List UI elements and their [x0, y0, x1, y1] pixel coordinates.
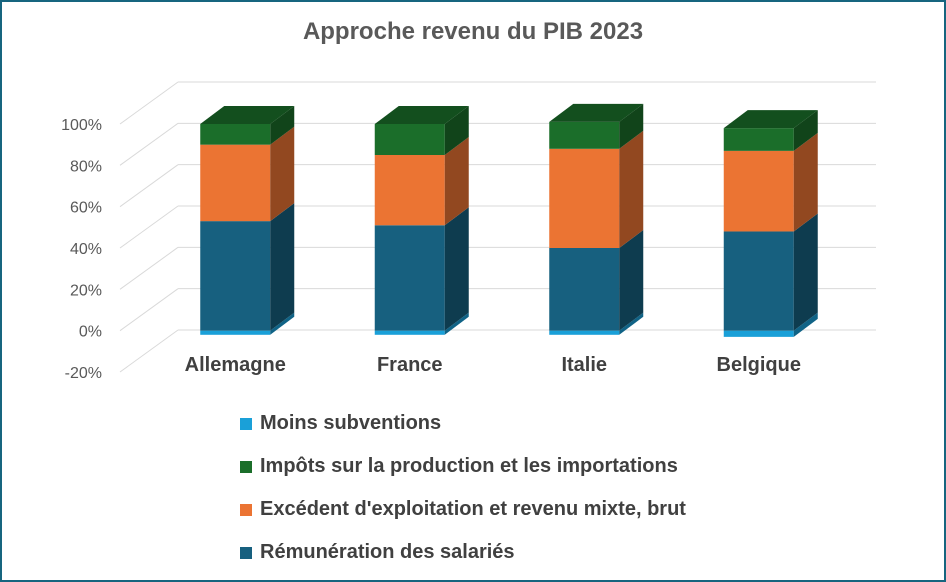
legend-item: Moins subventions: [240, 402, 686, 445]
bar-segment: [374, 330, 445, 335]
x-axis-ticks: Allemagne France Italie Belgique: [185, 354, 801, 376]
legend-label: Impôts sur la production et les importat…: [260, 455, 678, 477]
x-tick-label: Italie: [561, 354, 607, 376]
legend-label: Excédent d'exploitation et revenu mixte,…: [260, 498, 686, 520]
legend-swatch: [240, 460, 252, 473]
gridline-diagonal: [119, 81, 179, 125]
gridline-diagonal: [119, 288, 179, 332]
bar-segment-side: [793, 132, 818, 232]
bar-segment: [549, 330, 620, 335]
y-tick-label: 40%: [70, 241, 102, 258]
bar-segment-side: [270, 203, 295, 331]
bar-top: [723, 110, 818, 129]
bar-segment-side: [270, 312, 295, 335]
bar-segment-side: [270, 126, 295, 222]
bar-segment: [374, 124, 445, 155]
x-tick-label: France: [377, 354, 443, 376]
bar-segment-side: [619, 312, 644, 335]
bar-stack: [374, 106, 469, 335]
bar-segment-side: [793, 110, 818, 151]
bar-segment: [723, 150, 794, 232]
bar-segment-side: [793, 213, 818, 331]
legend-item: Impôts sur la production et les importat…: [240, 445, 686, 488]
bar-stack: [549, 103, 644, 335]
bar-segment-side: [444, 312, 469, 335]
x-tick-label: Belgique: [717, 354, 801, 376]
bar-segment-side: [619, 130, 644, 248]
y-tick-label: 100%: [61, 117, 102, 134]
chart-plot-area: -20% 0% 20% 40% 60% 80% 100% Allemagne France It…: [61, 81, 876, 382]
x-tick-label: Allemagne: [185, 354, 286, 376]
y-axis-ticks: -20% 0% 20% 40% 60% 80% 100%: [61, 117, 102, 382]
bar-segment: [200, 144, 271, 222]
bar-segment: [374, 225, 445, 331]
gridline-diagonal: [119, 246, 179, 290]
y-tick-label: -20%: [65, 365, 102, 382]
bar-stack: [200, 106, 295, 335]
legend-swatch: [240, 503, 252, 516]
bar-top: [374, 106, 469, 124]
y-tick-label: 60%: [70, 200, 102, 217]
bar-segment-side: [793, 312, 818, 337]
bar-segment: [549, 148, 620, 248]
bar-segment-side: [444, 207, 469, 331]
bar-segment: [723, 231, 794, 331]
bar-segment: [549, 121, 620, 149]
bar-top: [200, 106, 295, 124]
bar-segment: [374, 155, 445, 226]
gridline-diagonal: [119, 122, 179, 166]
bar-segment-side: [444, 106, 469, 155]
legend-label: Moins subventions: [260, 412, 442, 434]
bar-stacks: [200, 103, 818, 337]
bar-stack: [723, 110, 818, 337]
gridline-diagonal: [119, 164, 179, 208]
bar-segment: [200, 330, 271, 335]
bar-segment-side: [270, 106, 295, 145]
bar-segment: [549, 248, 620, 331]
legend-swatch: [240, 546, 252, 559]
y-tick-label: 80%: [70, 158, 102, 175]
chart-legend: Moins subventions Impôts sur la productio…: [240, 402, 686, 574]
legend-item: Excédent d'exploitation et revenu mixte,…: [240, 488, 686, 531]
bar-segment: [200, 124, 271, 145]
bar-segment-side: [444, 137, 469, 226]
gridline-diagonal: [119, 329, 179, 373]
bar-top: [549, 103, 644, 122]
bar-segment-side: [619, 103, 644, 149]
bar-segment: [200, 221, 271, 331]
y-tick-label: 20%: [70, 282, 102, 299]
bar-segment: [723, 330, 794, 337]
chart-title: Approche revenu du PIB 2023: [302, 18, 644, 45]
bar-segment: [723, 128, 794, 151]
legend-label: Rémunération des salariés: [260, 541, 515, 563]
legend-item: Rémunération des salariés: [240, 531, 686, 574]
gridline-diagonal: [119, 205, 179, 249]
bar-segment-side: [619, 230, 644, 331]
legend-swatch: [240, 417, 252, 430]
y-tick-label: 0%: [79, 324, 102, 341]
